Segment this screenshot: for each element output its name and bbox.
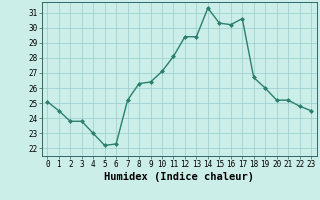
X-axis label: Humidex (Indice chaleur): Humidex (Indice chaleur) [104, 172, 254, 182]
